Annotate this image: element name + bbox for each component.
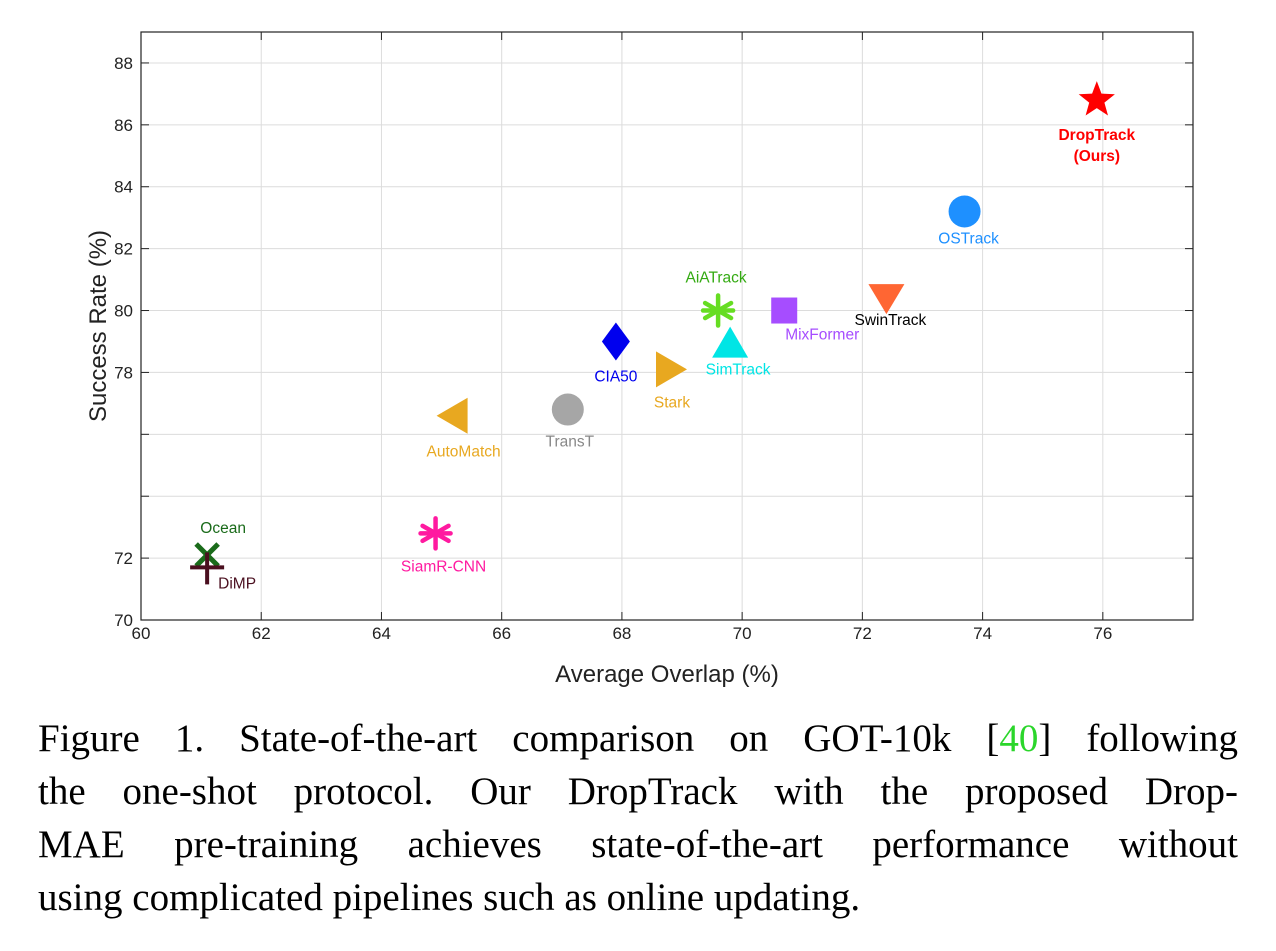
point-dimp: DiMP <box>190 552 256 592</box>
point-aiatrack: AiATrack <box>686 270 747 328</box>
point-label: SiamR-CNN <box>401 558 486 575</box>
point-simtrack: SimTrack <box>706 326 771 379</box>
star-marker <box>1078 81 1115 116</box>
point-ocean: Ocean <box>194 520 246 568</box>
x-tick-label: 70 <box>733 624 752 643</box>
y-axis-label: Success Rate (%) <box>85 230 112 422</box>
circle-marker <box>948 195 981 228</box>
x-tick-label: 60 <box>132 624 151 643</box>
circle-marker <box>551 393 584 426</box>
caption-text: MAE pre-training achieves state-of-the-a… <box>38 823 1238 866</box>
y-tick-label: 88 <box>114 54 133 73</box>
point-label: TransT <box>546 434 595 451</box>
point-label: DiMP <box>218 575 256 592</box>
square-marker <box>771 297 798 324</box>
point-automatch: AutoMatch <box>427 397 501 461</box>
x-axis-label: Average Overlap (%) <box>555 661 779 688</box>
point-label: AiATrack <box>686 270 747 287</box>
x-tick-label: 62 <box>252 624 271 643</box>
data-points: DropTrack (Ours) OSTrack SwinTrackMixFormer… <box>190 81 1136 592</box>
x-tick-label: 68 <box>612 624 631 643</box>
asterisk-marker <box>418 516 453 551</box>
grid-lines <box>140 32 1193 621</box>
point-siamr-cnn: SiamR-CNN <box>401 516 486 575</box>
point-ostrack: OSTrack <box>938 195 999 247</box>
point-label: SwinTrack <box>855 312 927 329</box>
citation-link[interactable]: 40 <box>999 717 1039 760</box>
triangle-right-marker <box>656 351 688 388</box>
triangle-up-marker <box>712 326 749 358</box>
caption-line: MAE pre-training achieves state-of-the-a… <box>38 818 1238 871</box>
figure-caption: Figure 1. State-of-the-art comparison on… <box>38 712 1238 924</box>
point-label: SimTrack <box>706 362 771 379</box>
y-tick-label: 78 <box>114 363 133 382</box>
y-tick-label: 86 <box>114 116 133 135</box>
point-sublabel: (Ours) <box>1074 148 1121 165</box>
point-label: Stark <box>654 394 690 411</box>
caption-line: the one-shot protocol. Our DropTrack wit… <box>38 765 1238 818</box>
point-stark: Stark <box>654 351 690 411</box>
point-label: AutoMatch <box>427 444 501 461</box>
x-tick-label: 72 <box>853 624 872 643</box>
point-swintrack: SwinTrack <box>855 284 927 329</box>
x-tick-label: 74 <box>973 624 992 643</box>
triangle-left-marker <box>436 397 468 434</box>
point-cia50: CIA50 <box>594 322 638 385</box>
triangle-down-marker <box>868 284 905 315</box>
scatter-chart: 60 62 64 66 68 70 72 74 76 70 72 78 80 82 84 86 88 DropT… <box>85 31 1194 688</box>
point-droptrack: DropTrack (Ours) <box>1058 81 1136 165</box>
y-tick-label: 84 <box>114 178 133 197</box>
y-tick-label: 80 <box>114 302 133 321</box>
point-label: OSTrack <box>938 230 999 247</box>
point-label: Ocean <box>200 520 246 537</box>
x-tick-label: 64 <box>372 624 391 643</box>
caption-text: the one-shot protocol. Our DropTrack wit… <box>38 770 1238 813</box>
y-tick-label: 82 <box>114 240 133 259</box>
axis-ticks: 60 62 64 66 68 70 72 74 76 70 72 78 80 82 84 86 88 <box>114 32 1193 643</box>
caption-line: using complicated pipelines such as onli… <box>38 871 1238 924</box>
point-label: MixFormer <box>785 327 859 344</box>
point-transt: TransT <box>546 393 595 451</box>
plot-frame <box>140 31 1194 621</box>
point-label: DropTrack <box>1058 127 1135 144</box>
y-tick-label: 72 <box>114 549 133 568</box>
point-mixformer: MixFormer <box>771 297 859 344</box>
y-tick-label: 70 <box>114 611 133 630</box>
caption-text: Figure 1. State-of-the-art comparison on… <box>38 717 1000 760</box>
point-label: CIA50 <box>594 368 637 385</box>
caption-text: using complicated pipelines such as onli… <box>38 876 861 919</box>
plus-marker <box>190 552 225 585</box>
diamond-marker <box>601 322 630 361</box>
asterisk-marker <box>700 293 736 328</box>
x-tick-label: 76 <box>1093 624 1112 643</box>
x-tick-label: 66 <box>492 624 511 643</box>
caption-line: Figure 1. State-of-the-art comparison on… <box>38 712 1238 765</box>
caption-text: ] following <box>1038 717 1238 760</box>
